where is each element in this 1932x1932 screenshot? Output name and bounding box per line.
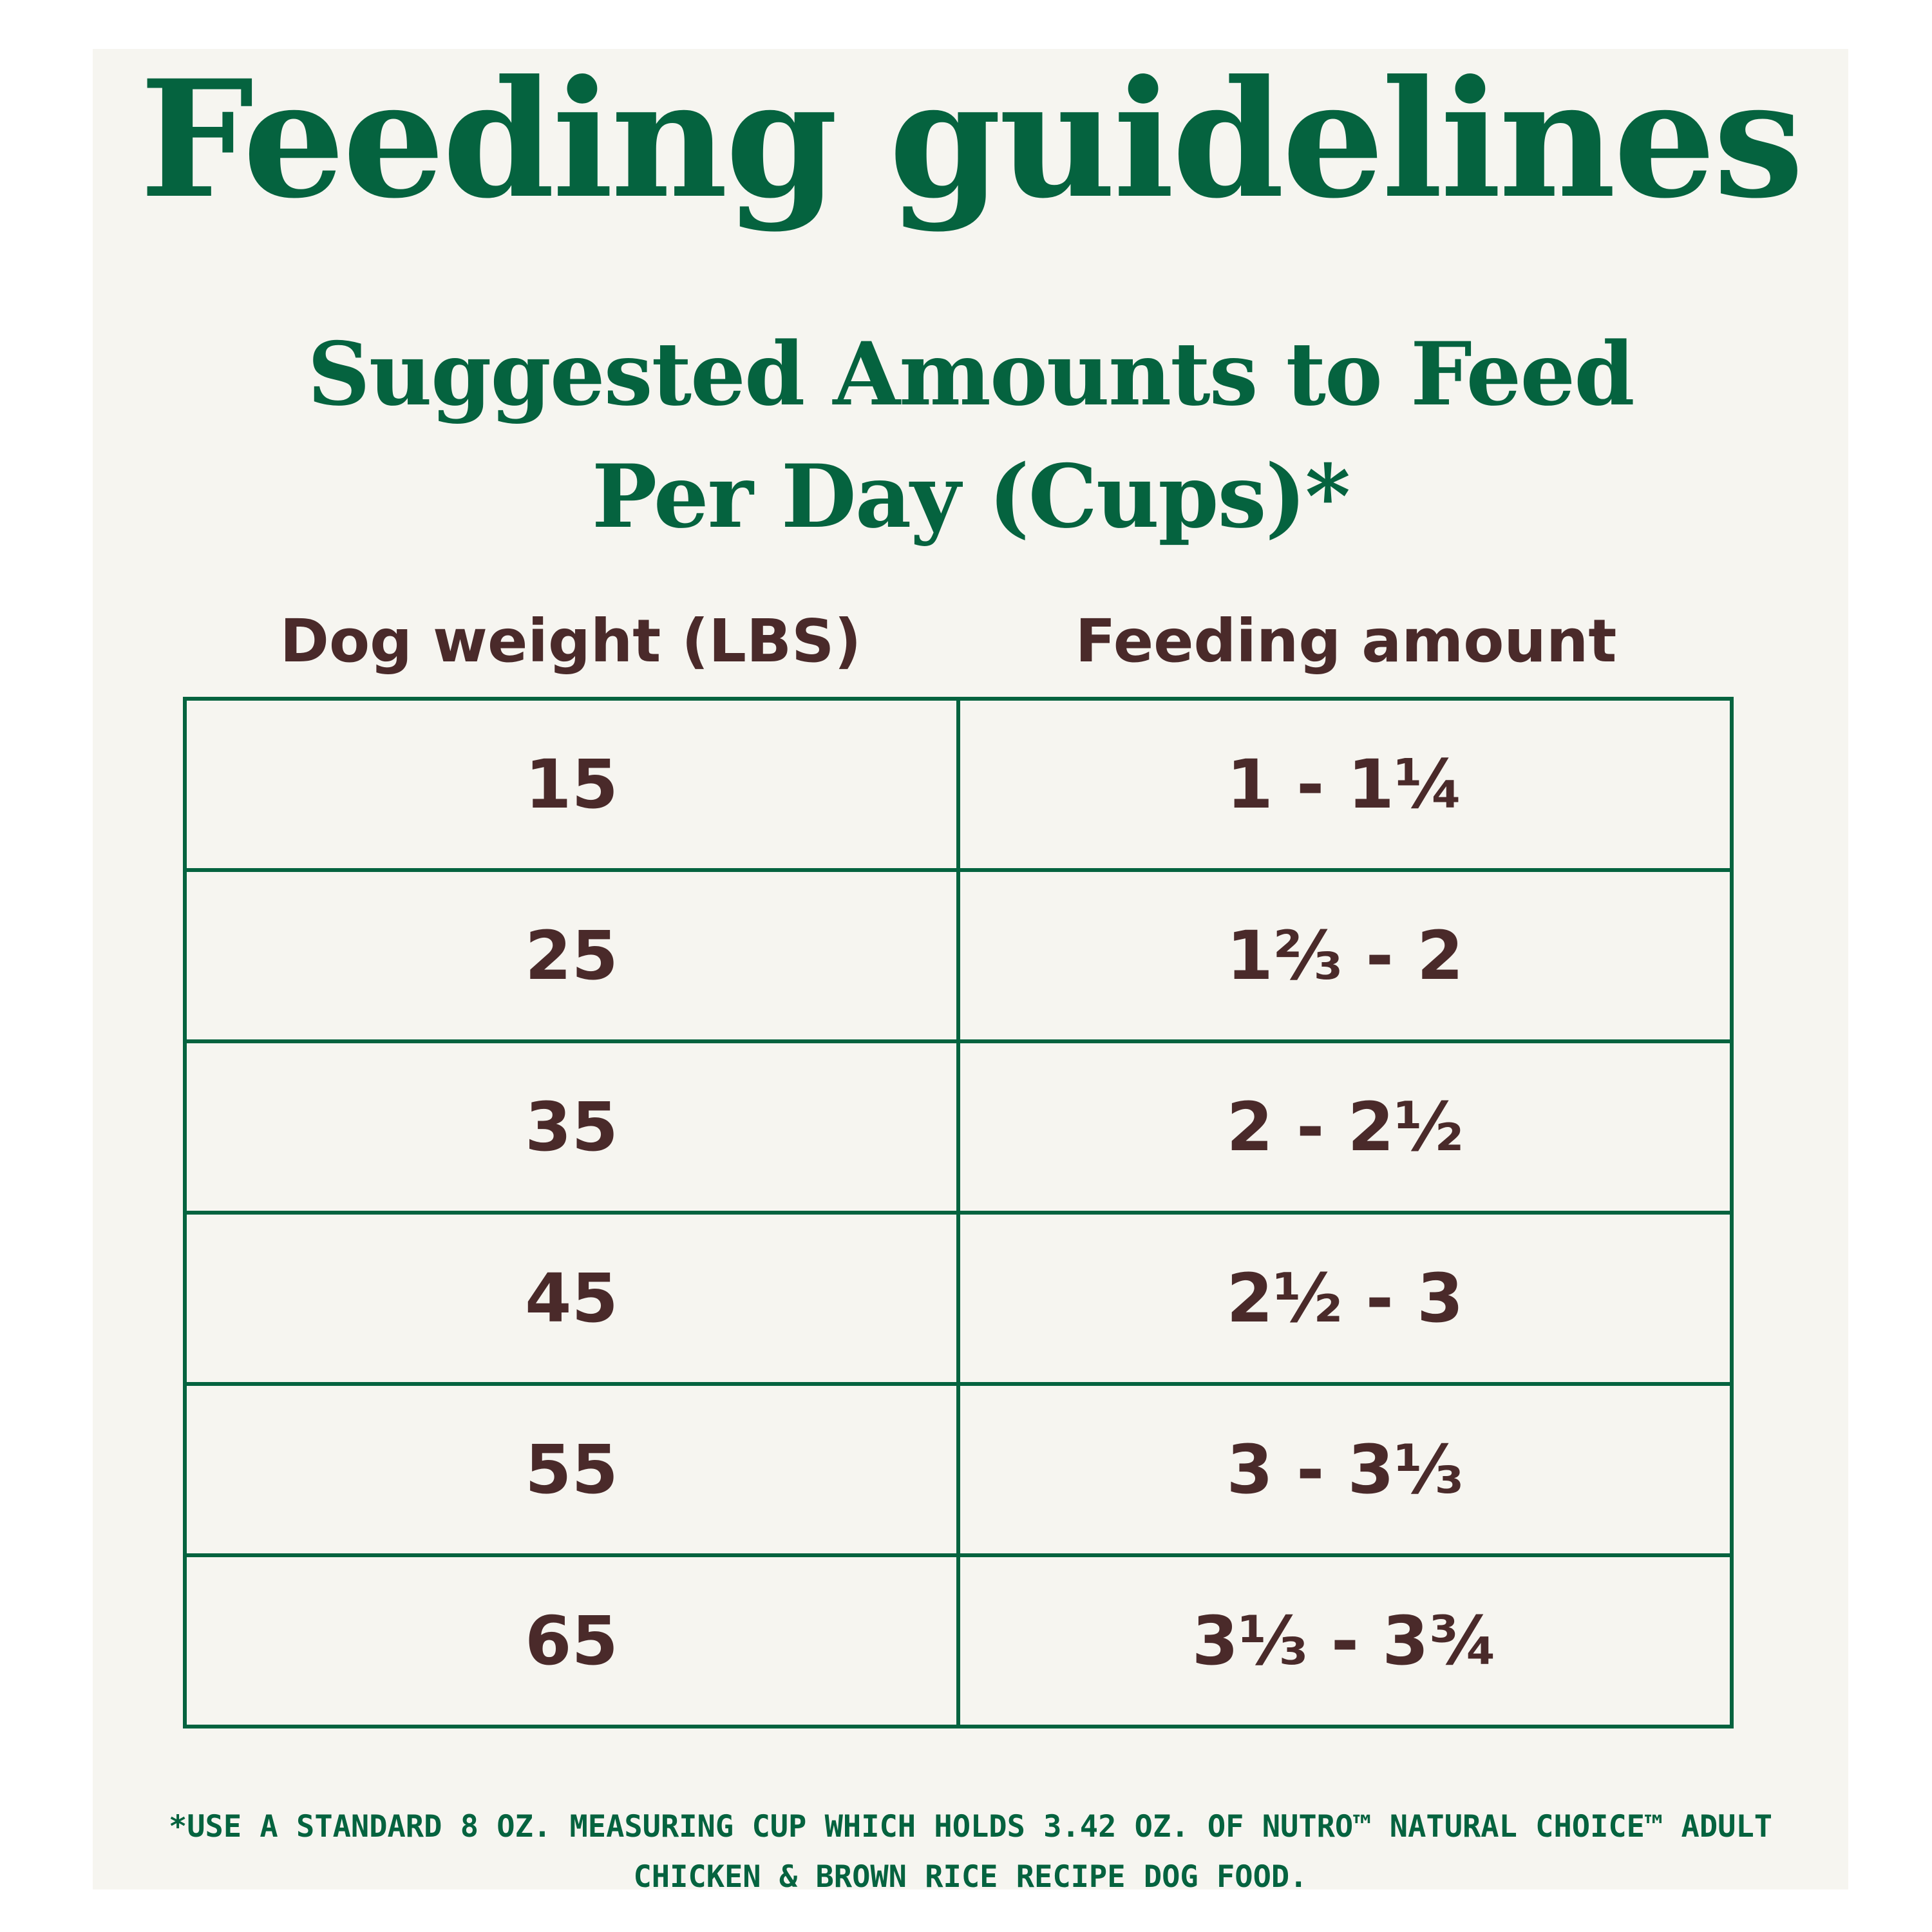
amount-cell: 3⅓ - 3¾ <box>956 1553 1734 1728</box>
amount-cell: 1 - 1¼ <box>956 697 1734 872</box>
footnote: *USE A STANDARD 8 OZ. MEASURING CUP WHIC… <box>93 1802 1848 1902</box>
feeding-guidelines-panel: Feeding guidelines Suggested Amounts to … <box>93 44 1848 1895</box>
weight-cell: 65 <box>183 1553 960 1728</box>
feeding-table: 15 1 - 1¼ 25 1⅔ - 2 35 2 - 2½ 45 2½ - 3 … <box>183 697 1734 1728</box>
feeding-table-body: 15 1 - 1¼ 25 1⅔ - 2 35 2 - 2½ 45 2½ - 3 … <box>183 697 1734 1728</box>
weight-cell: 15 <box>183 697 960 872</box>
table-row: 65 3⅓ - 3¾ <box>183 1553 1734 1728</box>
table-row: 25 1⅔ - 2 <box>183 868 1734 1043</box>
subtitle-line-2: Per Day (Cups)* <box>591 445 1350 547</box>
page-title: Feeding guidelines <box>139 44 1804 234</box>
page-subtitle: Suggested Amounts to Feed Per Day (Cups)… <box>93 313 1848 558</box>
amount-cell: 2 - 2½ <box>956 1039 1734 1215</box>
footnote-line-1: *USE A STANDARD 8 OZ. MEASURING CUP WHIC… <box>168 1809 1773 1844</box>
footnote-line-2: CHICKEN & BROWN RICE RECIPE DOG FOOD. <box>633 1859 1308 1895</box>
weight-cell: 45 <box>183 1211 960 1386</box>
amount-cell: 1⅔ - 2 <box>956 868 1734 1043</box>
table-row: 15 1 - 1¼ <box>183 697 1734 872</box>
table-row: 45 2½ - 3 <box>183 1211 1734 1386</box>
amount-cell: 3 - 3⅓ <box>956 1382 1734 1557</box>
subtitle-line-1: Suggested Amounts to Feed <box>307 323 1634 425</box>
table-row: 55 3 - 3⅓ <box>183 1382 1734 1557</box>
weight-cell: 35 <box>183 1039 960 1215</box>
table-row: 35 2 - 2½ <box>183 1039 1734 1215</box>
amount-cell: 2½ - 3 <box>956 1211 1734 1386</box>
column-header-dog-weight: Dog weight (LBS) <box>279 607 862 676</box>
column-header-feeding-amount: Feeding amount <box>1075 607 1617 676</box>
weight-cell: 55 <box>183 1382 960 1557</box>
weight-cell: 25 <box>183 868 960 1043</box>
